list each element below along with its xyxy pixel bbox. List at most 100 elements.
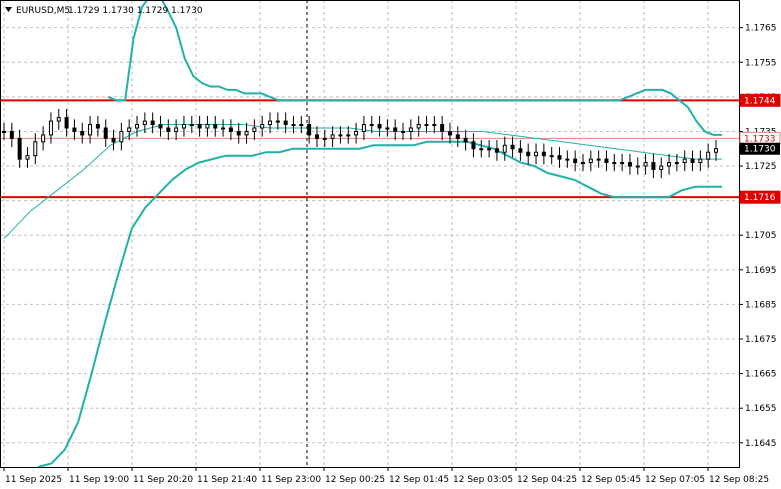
- band-upper-line: [107, 0, 722, 136]
- candle-body: [714, 148, 718, 153]
- candle-body: [299, 124, 304, 127]
- candle-body: [455, 134, 460, 139]
- candle-body: [174, 127, 179, 132]
- horizontal-level-lines: [0, 99, 739, 199]
- candle-body: [2, 130, 6, 133]
- candle-body: [565, 158, 570, 161]
- candle-body: [580, 162, 585, 165]
- candle-body: [440, 124, 445, 132]
- candle-body: [416, 124, 421, 129]
- candle-body: [88, 124, 93, 136]
- level-price-label: 1.1744: [744, 96, 776, 106]
- candle-body: [41, 134, 46, 143]
- candle-body: [534, 151, 539, 157]
- candle-body: [479, 148, 484, 151]
- candle-body: [604, 158, 609, 164]
- x-tick-label: 12 Sep 08:25: [709, 475, 769, 485]
- x-tick-label: 12 Sep 03:05: [453, 475, 513, 485]
- level-price-marker: [739, 93, 781, 107]
- candle-body: [142, 120, 147, 126]
- candle-body: [9, 130, 14, 139]
- candle-body: [651, 162, 656, 171]
- x-tick-label: 11 Sep 21:40: [197, 475, 257, 485]
- candle-body: [307, 124, 312, 136]
- y-tick-label: 1.1685: [745, 300, 777, 310]
- candle-body: [150, 120, 155, 126]
- candle-body: [635, 165, 640, 168]
- candle-body: [330, 134, 335, 139]
- x-tick-label: 12 Sep 01:45: [389, 475, 449, 485]
- candle-body: [72, 127, 77, 132]
- candle-body: [322, 137, 327, 140]
- candle-body: [690, 158, 695, 164]
- candle-body: [48, 120, 53, 136]
- candle-body: [463, 137, 468, 143]
- candle-body: [346, 134, 351, 137]
- symbol-label: EURUSD,M5: [16, 6, 70, 16]
- candle-body: [408, 127, 413, 132]
- candle-body: [268, 120, 273, 126]
- chart-grid: [0, 0, 739, 467]
- candle-body: [612, 162, 617, 165]
- y-tick-label: 1.1695: [745, 266, 777, 276]
- candle-body: [17, 137, 22, 160]
- candle-body: [502, 144, 507, 153]
- candle-body: [487, 148, 492, 151]
- x-tick-label: 11 Sep 20:20: [133, 475, 193, 485]
- candle-body: [158, 124, 163, 129]
- triangle-down-icon[interactable]: [5, 7, 12, 12]
- candle-body: [588, 158, 593, 164]
- candle-body: [236, 130, 241, 136]
- candle-body: [25, 155, 30, 160]
- candle-body: [659, 165, 664, 171]
- x-tick-label: 11 Sep 23:00: [261, 475, 321, 485]
- y-tick-label: 1.1655: [745, 404, 777, 414]
- plot-border: [0, 0, 740, 468]
- candle-body: [338, 134, 343, 137]
- candle-body: [674, 162, 679, 165]
- candle-body: [385, 127, 390, 130]
- candle-body: [369, 124, 374, 127]
- candle-body: [627, 162, 632, 167]
- candle-body: [33, 141, 38, 157]
- candle-body: [401, 130, 406, 133]
- candle-body: [541, 151, 546, 157]
- candle-body: [643, 162, 648, 167]
- candle-body: [205, 124, 210, 129]
- level-price-label: 1.1733: [744, 134, 776, 144]
- candle-body: [228, 127, 233, 132]
- x-tick-label: 12 Sep 00:25: [325, 475, 385, 485]
- current-price-marker: [740, 142, 780, 155]
- candle-body: [213, 124, 218, 129]
- candle-body: [221, 127, 226, 130]
- candle-body: [103, 127, 108, 139]
- candle-body: [80, 130, 85, 136]
- candle-body: [127, 127, 132, 132]
- time-axis: 11 Sep 2025 11 Sep 19:00 11 Sep 20:20 11 Se…: [3, 467, 769, 485]
- candle-body: [283, 120, 288, 126]
- candle-body: [549, 155, 554, 158]
- candle-body: [706, 151, 711, 160]
- candle-body: [244, 130, 249, 136]
- candle-body: [432, 124, 437, 127]
- candle-body: [275, 120, 280, 123]
- chart-header: EURUSD,M5 1.1729 1.1730 1.1729 1.1730: [5, 6, 203, 16]
- candle-body: [291, 124, 296, 127]
- band-lower-line: [37, 140, 722, 468]
- candle-body: [111, 137, 116, 143]
- y-tick-label: 1.1755: [745, 58, 777, 68]
- candle-body: [377, 124, 382, 129]
- candle-body: [557, 155, 562, 160]
- candle-body: [361, 124, 366, 132]
- candle-body: [189, 124, 194, 127]
- candle-body: [596, 158, 601, 161]
- candle-body: [260, 124, 265, 129]
- candle-body: [135, 124, 140, 129]
- candle-body: [447, 130, 452, 136]
- level-price-label: 1.1716: [744, 193, 776, 203]
- y-tick-label: 1.1725: [745, 162, 777, 172]
- x-tick-label: 12 Sep 05:45: [581, 475, 641, 485]
- y-tick-label: 1.1765: [745, 24, 777, 34]
